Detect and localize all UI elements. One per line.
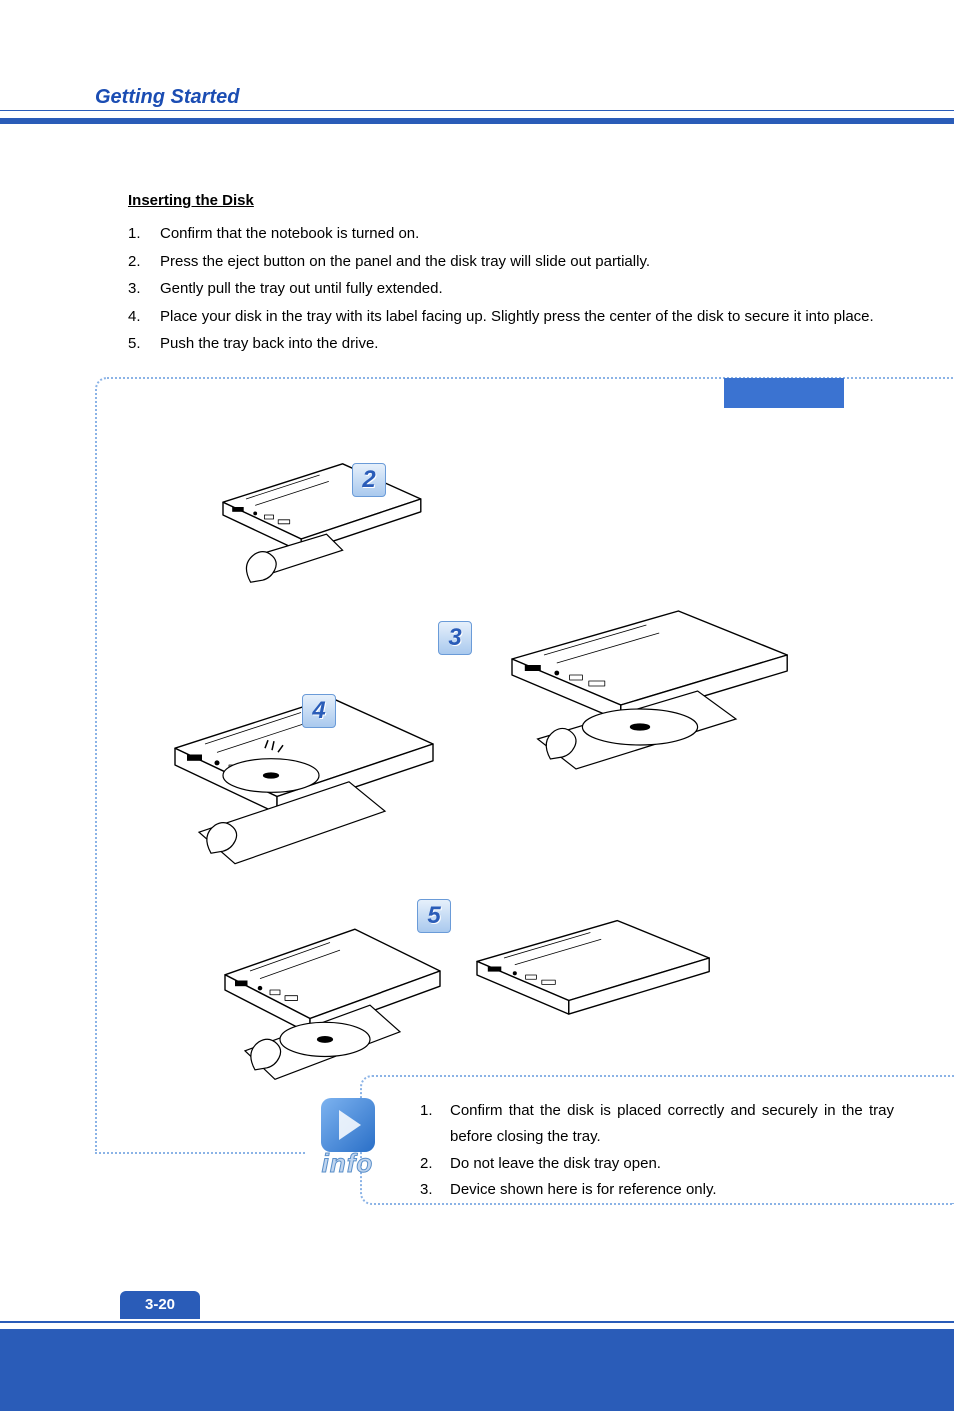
instruction-item: 2.Press the eject button on the panel an… — [128, 249, 894, 275]
instruction-text: Place your disk in the tray with its lab… — [160, 304, 894, 330]
info-item: 1.Confirm that the disk is placed correc… — [420, 1098, 894, 1151]
instruction-item: 5.Push the tray back into the drive. — [128, 331, 894, 357]
instruction-list: 1.Confirm that the notebook is turned on… — [128, 221, 894, 359]
step-number-badge: 3 — [438, 621, 472, 655]
info-icon: info — [300, 1098, 395, 1179]
instruction-number: 3. — [128, 276, 160, 302]
info-label: info — [300, 1148, 395, 1179]
info-item-number: 1. — [420, 1098, 450, 1151]
instruction-item: 3.Gently pull the tray out until fully e… — [128, 276, 894, 302]
info-item-number: 3. — [420, 1177, 450, 1203]
instruction-text: Push the tray back into the drive. — [160, 331, 894, 357]
step-number-badge: 4 — [302, 694, 336, 728]
footer-rule — [0, 1321, 954, 1323]
info-item-text: Confirm that the disk is placed correctl… — [450, 1098, 894, 1151]
instruction-number: 1. — [128, 221, 160, 247]
play-icon — [321, 1098, 375, 1152]
info-item-text: Device shown here is for reference only. — [450, 1177, 894, 1203]
laptop-illustration — [450, 890, 720, 1060]
page-number: 3-20 — [120, 1291, 200, 1319]
header-rule-thin — [0, 110, 954, 111]
instruction-text: Confirm that the notebook is turned on. — [160, 221, 894, 247]
instruction-number: 4. — [128, 304, 160, 330]
footer-bar — [0, 1329, 954, 1411]
header-title: Getting Started — [95, 86, 239, 109]
laptop-illustration — [200, 895, 450, 1085]
instruction-item: 4.Place your disk in the tray with its l… — [128, 304, 894, 330]
instruction-text: Press the eject button on the panel and … — [160, 249, 894, 275]
instruction-number: 2. — [128, 249, 160, 275]
page-root: Getting Started Inserting the Disk 1.Con… — [0, 0, 954, 1411]
info-item: 2.Do not leave the disk tray open. — [420, 1151, 894, 1177]
step-number-badge: 5 — [417, 899, 451, 933]
info-item-text: Do not leave the disk tray open. — [450, 1151, 894, 1177]
info-box-lead-line — [95, 1152, 305, 1154]
instruction-item: 1.Confirm that the notebook is turned on… — [128, 221, 894, 247]
header-rule-thick — [0, 118, 954, 124]
step-number-badge: 2 — [352, 463, 386, 497]
laptop-illustration — [145, 660, 445, 870]
instruction-text: Gently pull the tray out until fully ext… — [160, 276, 894, 302]
instruction-number: 5. — [128, 331, 160, 357]
laptop-illustration — [480, 575, 800, 775]
info-list: 1.Confirm that the disk is placed correc… — [420, 1098, 894, 1203]
section-title: Inserting the Disk — [128, 192, 254, 209]
info-item-number: 2. — [420, 1151, 450, 1177]
diagram-tab — [724, 378, 844, 408]
info-item: 3.Device shown here is for reference onl… — [420, 1177, 894, 1203]
laptop-illustration — [200, 435, 430, 595]
